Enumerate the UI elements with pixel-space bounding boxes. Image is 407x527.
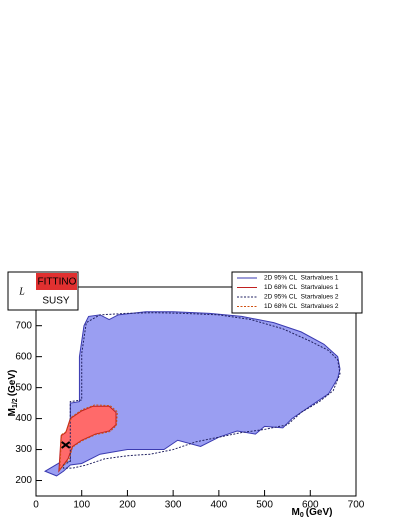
contour	[58, 405, 117, 473]
legend-label: 1D 68% CL Startvalues 1	[264, 284, 339, 291]
y-tick-label: 600	[15, 351, 32, 362]
contour	[44, 311, 341, 477]
logo-bottom: SUSY	[42, 296, 70, 307]
y-tick-label: 500	[15, 382, 32, 393]
y-tick-label: 300	[15, 444, 32, 455]
logo-top: FITTINO	[38, 277, 77, 288]
label-base: M	[292, 507, 300, 518]
legend-label: 2D 95% CL Startvalues 2	[264, 294, 339, 301]
legend-label: 2D 95% CL Startvalues 1	[264, 275, 339, 282]
label-unit: (GeV)	[306, 507, 333, 518]
logo-red	[36, 273, 77, 290]
y-tick-label: 400	[15, 413, 32, 424]
x-tick-label: 100	[73, 500, 90, 511]
x-tick-label: 0	[33, 500, 39, 511]
x-tick-label: 700	[348, 500, 365, 511]
y-axis-label: M1/2(GeV)	[7, 370, 19, 417]
label-unit: (GeV)	[7, 370, 18, 397]
x-tick-label: 300	[165, 500, 182, 511]
contour	[62, 312, 341, 469]
best-fit-marker	[61, 441, 71, 449]
label-base: M	[7, 408, 18, 416]
x-tick-label: 200	[119, 500, 136, 511]
legend-label: 1D 68% CL Startvalues 2	[264, 303, 339, 310]
x-tick-label: 600	[302, 500, 319, 511]
label-sub: 1/2	[12, 398, 19, 408]
legend-box	[231, 271, 363, 314]
x-axis-label: M0 (GeV)	[292, 507, 333, 519]
label-sub: 0	[300, 512, 304, 519]
y-tick-label: 200	[15, 475, 32, 486]
logo-mark: L	[18, 286, 25, 297]
plot-frame	[35, 286, 357, 497]
contour	[59, 404, 118, 472]
marker-stroke	[61, 441, 71, 449]
x-tick-label: 500	[256, 500, 273, 511]
x-tick-label: 400	[211, 500, 228, 511]
y-tick-label: 700	[15, 320, 32, 331]
